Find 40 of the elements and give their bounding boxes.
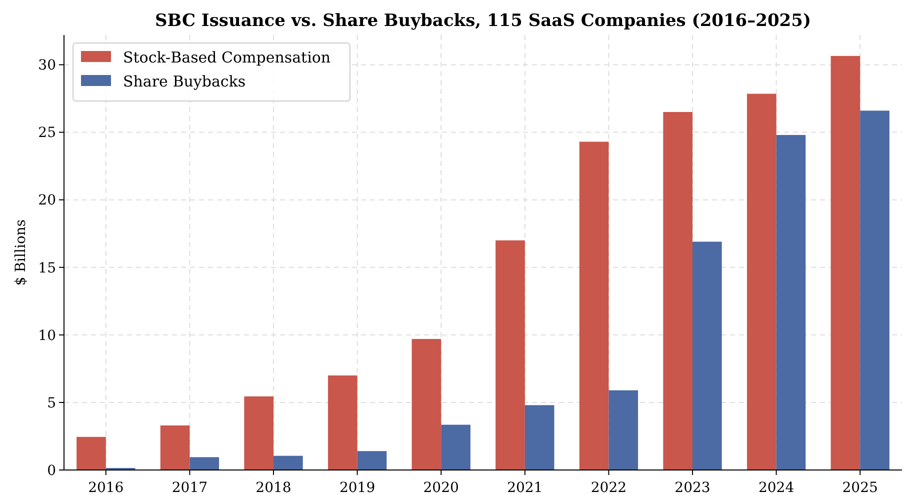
x-tick-label: 2016 bbox=[88, 480, 124, 495]
x-tick-label: 2021 bbox=[507, 480, 543, 495]
y-tick-label: 15 bbox=[38, 260, 56, 276]
bar bbox=[274, 456, 303, 470]
bar bbox=[524, 405, 554, 470]
x-tick-label: 2023 bbox=[674, 480, 710, 495]
x-tick-label: 2017 bbox=[172, 480, 208, 495]
legend-label: Share Buybacks bbox=[123, 72, 246, 90]
x-tick-label: 2022 bbox=[590, 480, 627, 495]
y-tick-label: 10 bbox=[38, 328, 56, 344]
bar bbox=[608, 390, 638, 470]
y-tick-label: 5 bbox=[47, 395, 56, 412]
x-tick-label: 2024 bbox=[758, 480, 794, 495]
bar bbox=[357, 451, 387, 470]
bar bbox=[776, 134, 806, 470]
bar bbox=[746, 94, 776, 470]
y-tick-label: 30 bbox=[38, 58, 56, 74]
bar bbox=[579, 142, 609, 470]
bar bbox=[692, 242, 722, 470]
y-tick-label: 0 bbox=[47, 462, 56, 479]
bar bbox=[328, 375, 358, 470]
bar bbox=[76, 436, 106, 470]
chart-title: SBC Issuance vs. Share Buybacks, 115 SaaS Companies (2016–2025) bbox=[154, 11, 812, 31]
bar bbox=[412, 338, 442, 470]
x-tick-label: 2025 bbox=[842, 480, 878, 495]
bar bbox=[441, 424, 470, 470]
bar bbox=[496, 240, 525, 470]
x-tick-label: 2019 bbox=[339, 480, 376, 495]
bar bbox=[190, 457, 220, 470]
bar bbox=[830, 56, 860, 470]
bar bbox=[160, 425, 190, 470]
y-tick-label: 25 bbox=[38, 125, 56, 142]
y-tick-label: 20 bbox=[38, 192, 56, 209]
bar bbox=[244, 396, 274, 470]
legend-label: Stock-Based Compensation bbox=[123, 48, 331, 66]
bar bbox=[860, 110, 890, 470]
x-tick-label: 2018 bbox=[256, 480, 292, 495]
x-tick-label: 2020 bbox=[423, 480, 459, 495]
bar bbox=[663, 112, 692, 470]
y-axis-title: $ Billions bbox=[13, 219, 29, 286]
